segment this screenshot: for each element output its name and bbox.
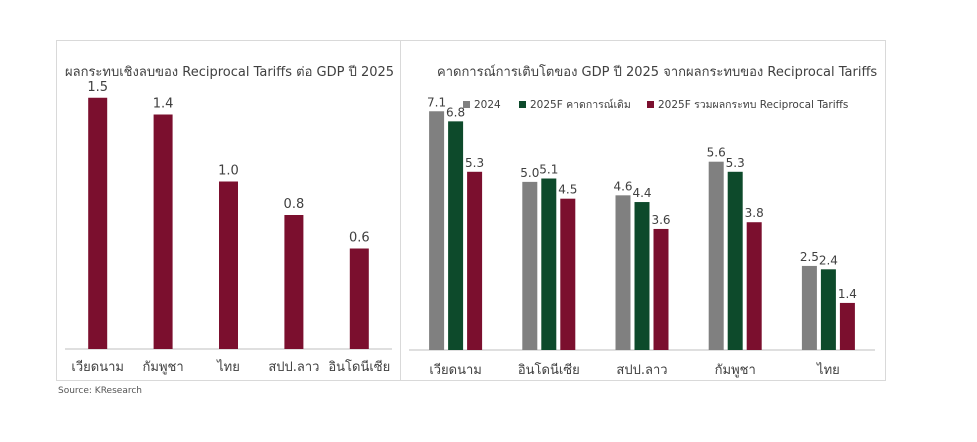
right-data-label: 5.3 bbox=[465, 156, 484, 170]
right-bar bbox=[560, 198, 576, 350]
right-data-label: 3.6 bbox=[651, 213, 670, 227]
right-data-label: 4.4 bbox=[632, 186, 651, 200]
right-bar bbox=[839, 302, 855, 350]
left-bar bbox=[349, 248, 369, 349]
right-data-label: 1.4 bbox=[838, 287, 857, 301]
left-data-label: 0.6 bbox=[349, 231, 370, 246]
left-data-label: 0.8 bbox=[284, 197, 305, 212]
right-bar bbox=[746, 222, 762, 350]
right-category-label: อินโดนีเซีย bbox=[518, 362, 580, 378]
left-category-label: ไทย bbox=[216, 359, 240, 375]
right-bar bbox=[615, 195, 631, 350]
left-data-label: 1.4 bbox=[153, 97, 174, 112]
right-data-label: 5.0 bbox=[520, 166, 539, 180]
legend-label: 2025F รวมผลกระทบ Reciprocal Tariffs bbox=[658, 99, 848, 111]
right-bar bbox=[522, 181, 538, 350]
left-category-label: อินโดนีเซีย bbox=[328, 359, 390, 375]
left-chart-title: ผลกระทบเชิงลบของ Reciprocal Tariffs ต่อ … bbox=[65, 65, 395, 80]
right-bar bbox=[541, 178, 557, 350]
right-data-label: 2.5 bbox=[800, 250, 819, 264]
left-category-label: สปป.ลาว bbox=[268, 360, 319, 375]
left-chart-svg: 1.5 เวียดนาม 1.4 กัมพูชา 1.0 ไทย 0.8 สปป.ลาว 0.6… bbox=[65, 80, 392, 375]
legend-swatch bbox=[519, 101, 526, 108]
left-bar bbox=[284, 215, 304, 349]
legend-label: 2025F คาดการณ์เดิม bbox=[530, 98, 631, 111]
right-category-label: เวียดนาม bbox=[429, 362, 482, 378]
left-data-label: 1.5 bbox=[87, 80, 108, 95]
right-bar bbox=[448, 121, 464, 350]
legend-label: 2024 bbox=[474, 99, 501, 111]
right-chart-title: คาดการณ์การเติบโตของ GDP ปี 2025 จากผลกร… bbox=[437, 65, 878, 80]
legend-swatch bbox=[463, 101, 470, 108]
right-bar bbox=[708, 161, 724, 350]
right-data-label: 5.6 bbox=[707, 146, 726, 160]
right-bar bbox=[653, 228, 669, 350]
left-bar bbox=[153, 114, 173, 349]
left-data-label: 1.0 bbox=[218, 164, 239, 179]
right-bar bbox=[801, 265, 817, 350]
left-bar bbox=[88, 97, 108, 349]
right-data-label: 5.3 bbox=[726, 156, 745, 170]
right-category-label: กัมพูชา bbox=[715, 363, 756, 378]
source-note: Source: KResearch bbox=[58, 386, 142, 396]
right-category-label: สปป.ลาว bbox=[616, 363, 667, 378]
right-data-label: 4.5 bbox=[558, 183, 577, 197]
right-bar bbox=[634, 202, 650, 350]
right-data-label: 2.4 bbox=[819, 253, 838, 267]
left-bar bbox=[219, 181, 238, 349]
right-data-label: 7.1 bbox=[427, 95, 446, 109]
legend-swatch bbox=[647, 101, 654, 108]
right-category-label: ไทย bbox=[816, 362, 840, 378]
left-category-label: กัมพูชา bbox=[143, 360, 184, 375]
right-data-label: 3.8 bbox=[745, 206, 764, 220]
right-bar bbox=[467, 171, 483, 350]
right-data-label: 5.1 bbox=[539, 163, 558, 177]
right-bar bbox=[727, 171, 743, 350]
right-chart-svg: 2024 2025F คาดการณ์เดิม 2025F รวมผลกระทบ R… bbox=[409, 95, 875, 378]
right-bar bbox=[820, 269, 836, 350]
left-chart-panel: ผลกระทบเชิงลบของ Reciprocal Tariffs ต่อ … bbox=[56, 40, 401, 381]
right-bar bbox=[429, 111, 445, 350]
left-category-label: เวียดนาม bbox=[71, 359, 124, 375]
right-chart-panel: คาดการณ์การเติบโตของ GDP ปี 2025 จากผลกร… bbox=[401, 40, 886, 381]
right-data-label: 6.8 bbox=[446, 105, 465, 119]
right-data-label: 4.6 bbox=[613, 179, 632, 193]
